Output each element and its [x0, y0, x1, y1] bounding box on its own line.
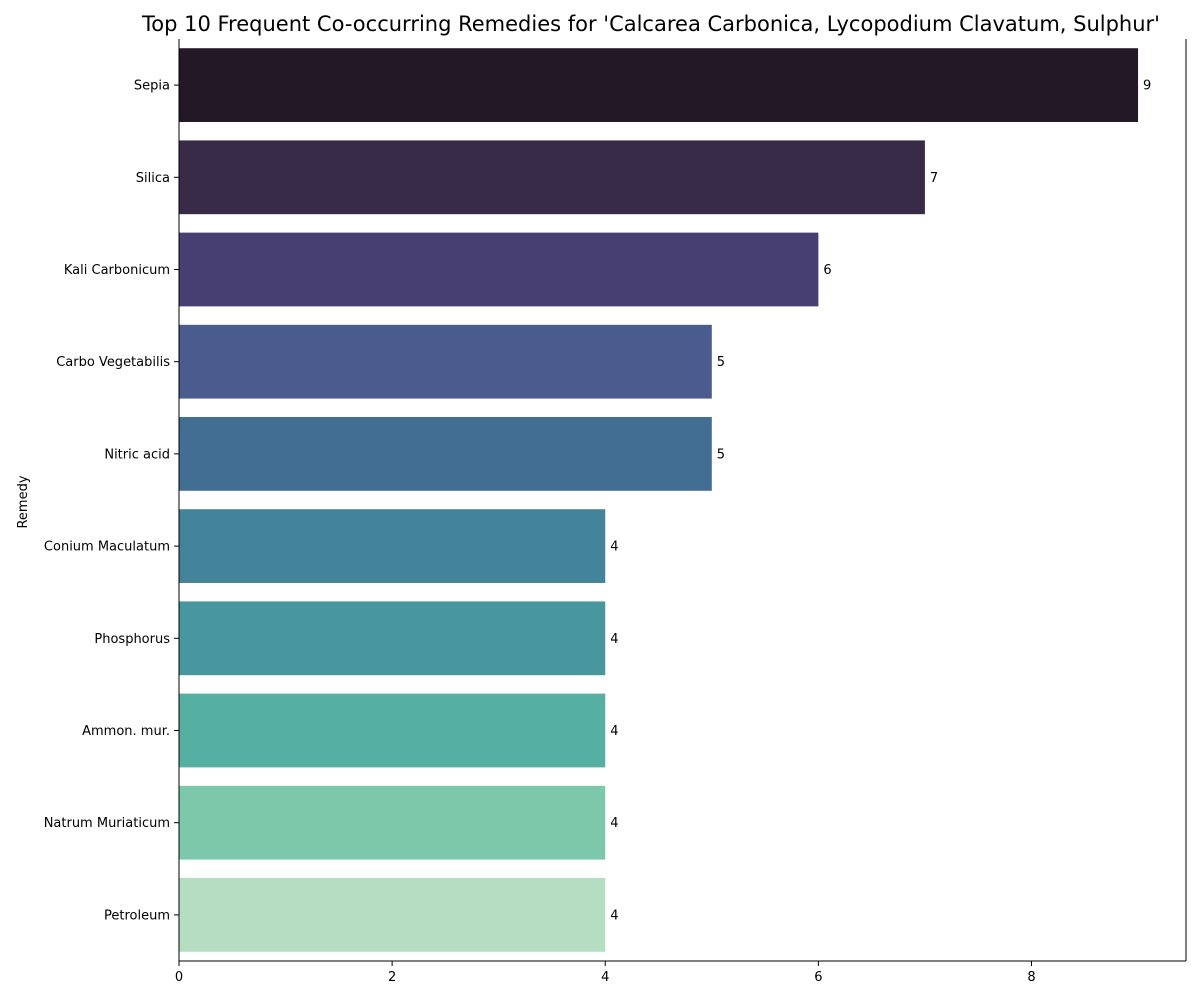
bar-7: [179, 693, 606, 768]
data-label-4: 5: [717, 447, 725, 462]
data-labels-layer: 9 7 6 5 5 4 4 4 4 4: [610, 79, 1151, 924]
chart-title: Top 10 Frequent Co-occurring Remedies fo…: [141, 12, 1160, 36]
bar-2: [179, 232, 819, 307]
y-tick-label-2: Kali Carbonicum: [64, 263, 170, 278]
bar-0: [179, 48, 1139, 122]
bar-8: [179, 785, 606, 860]
y-tick-label-7: Ammon. mur.: [82, 724, 170, 739]
data-label-2: 6: [823, 263, 831, 278]
y-tick-label-3: Carbo Vegetabilis: [56, 355, 170, 370]
data-label-7: 4: [610, 724, 618, 739]
bar-4: [179, 417, 712, 491]
x-ticks-layer: 0 2 4 6 8: [175, 961, 1036, 985]
axes-frame: [178, 39, 1187, 962]
data-label-9: 4: [610, 908, 618, 923]
bar-5: [179, 509, 606, 583]
y-axis-label: Remedy: [16, 475, 31, 528]
bars-layer: [179, 48, 1139, 952]
y-ticks-layer: Sepia Silica Kali Carbonicum Carbo Vegetabi…: [44, 79, 179, 923]
data-label-6: 4: [610, 632, 618, 647]
data-label-3: 5: [717, 355, 725, 370]
y-tick-label-4: Nitric acid: [104, 447, 170, 462]
x-tick-label-2: 4: [601, 970, 609, 985]
bar-6: [179, 601, 606, 676]
data-label-8: 4: [610, 816, 618, 831]
data-label-5: 4: [610, 540, 618, 555]
x-tick-label-1: 2: [388, 970, 396, 985]
bar-3: [179, 324, 712, 399]
x-tick-label-4: 8: [1027, 970, 1035, 985]
y-tick-label-0: Sepia: [134, 79, 170, 94]
bar-1: [179, 140, 925, 215]
data-label-0: 9: [1143, 79, 1151, 94]
y-tick-label-1: Silica: [136, 171, 170, 186]
y-tick-label-5: Conium Maculatum: [44, 540, 170, 555]
y-tick-label-9: Petroleum: [104, 908, 170, 923]
bar-9: [179, 878, 606, 952]
data-label-1: 7: [930, 171, 938, 186]
x-tick-label-0: 0: [175, 970, 183, 985]
x-tick-label-3: 6: [814, 970, 822, 985]
y-tick-label-8: Natrum Muriaticum: [44, 816, 170, 831]
y-tick-label-6: Phosphorus: [94, 632, 170, 647]
